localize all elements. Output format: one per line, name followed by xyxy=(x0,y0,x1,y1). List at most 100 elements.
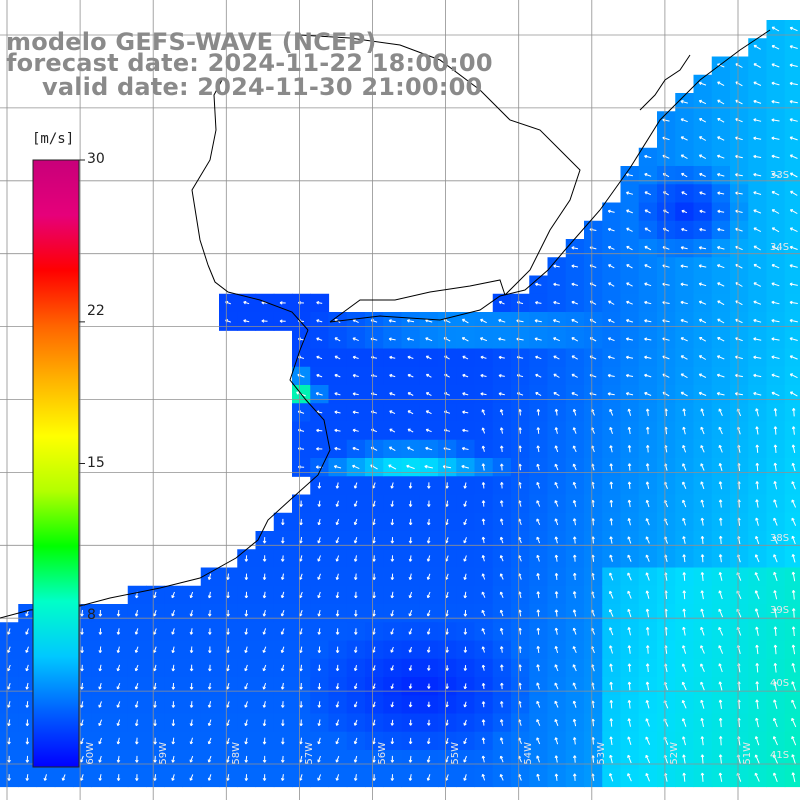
wind-arrow xyxy=(644,282,652,287)
wind-arrow xyxy=(80,610,84,617)
wind-arrow xyxy=(461,337,469,342)
wind-arrow xyxy=(645,536,650,544)
wind-arrow xyxy=(572,609,577,617)
wind-arrow xyxy=(481,409,486,416)
wind-arrow xyxy=(773,644,778,655)
wind-arrow xyxy=(335,518,340,526)
wind-arrow xyxy=(244,737,248,745)
wind-arrow xyxy=(425,373,432,378)
wind-arrow xyxy=(627,718,631,727)
wind-arrow xyxy=(390,591,394,599)
wind-arrow xyxy=(554,554,559,562)
wind-arrow xyxy=(280,573,285,580)
wind-arrow xyxy=(25,664,29,672)
wind-arrow xyxy=(735,154,743,159)
wind-arrow xyxy=(754,754,760,764)
wind-arrow xyxy=(536,682,540,690)
wind-arrow xyxy=(207,573,212,580)
wind-arrow xyxy=(189,664,194,672)
wind-arrow xyxy=(535,392,542,397)
wind-arrow xyxy=(554,518,559,526)
wind-arrow xyxy=(698,318,707,324)
wind-arrow xyxy=(335,537,340,544)
wind-arrow xyxy=(627,572,632,581)
wind-arrow xyxy=(682,536,686,544)
wind-arrow xyxy=(645,463,650,471)
wind-arrow xyxy=(698,373,707,378)
wind-arrow xyxy=(791,736,797,746)
wind-arrow xyxy=(755,644,759,655)
wind-arrow xyxy=(280,555,285,562)
wind-arrow xyxy=(389,373,396,378)
wind-arrow xyxy=(680,136,688,141)
rio-de-la-plata-south-shore xyxy=(207,264,309,331)
wind-arrow xyxy=(536,500,541,507)
wind-arrow xyxy=(462,428,469,433)
wind-arrow xyxy=(682,517,686,526)
wind-arrow xyxy=(335,628,340,635)
wind-arrow xyxy=(627,426,632,435)
wind-arrow xyxy=(244,755,248,763)
lagoa-mirim-shore xyxy=(639,54,691,111)
wind-arrow xyxy=(499,573,504,580)
wind-arrow xyxy=(627,499,632,508)
wind-arrow xyxy=(352,355,359,360)
wind-arrow xyxy=(572,554,577,562)
wind-arrow xyxy=(572,664,577,672)
wind-arrow xyxy=(80,628,84,635)
wind-arrow xyxy=(43,774,48,781)
wind-arrow xyxy=(244,664,248,672)
wind-arrow xyxy=(189,755,194,763)
wind-arrow xyxy=(335,555,340,562)
wind-arrow xyxy=(645,663,650,673)
wind-arrow xyxy=(773,626,778,636)
wind-arrow xyxy=(153,682,157,690)
wind-arrow xyxy=(791,517,797,526)
wind-arrow xyxy=(536,482,540,489)
wind-arrow xyxy=(681,718,687,727)
wind-arrow xyxy=(207,737,212,745)
wind-arrow xyxy=(753,300,762,305)
wind-arrow xyxy=(262,609,267,617)
wind-arrow xyxy=(352,464,360,470)
wind-arrow xyxy=(536,773,540,781)
wind-arrow xyxy=(791,462,796,472)
wind-arrow xyxy=(681,209,688,214)
wind-arrow xyxy=(625,355,634,360)
wind-arrow xyxy=(773,517,778,526)
wind-arrow xyxy=(116,664,121,672)
wind-arrow xyxy=(791,499,797,508)
wind-arrow xyxy=(609,700,614,709)
wind-arrow xyxy=(572,682,577,690)
wind-arrow xyxy=(627,608,632,618)
wind-arrow xyxy=(627,681,632,691)
wind-arrow xyxy=(500,682,504,690)
wind-arrow xyxy=(645,572,650,581)
wind-arrow xyxy=(771,100,780,104)
wind-arrow xyxy=(755,481,759,490)
wind-arrow xyxy=(645,590,650,599)
wind-arrow xyxy=(372,555,376,562)
wind-arrow xyxy=(426,774,431,781)
wind-arrow xyxy=(226,573,230,581)
wind-arrow xyxy=(700,408,705,417)
wind-arrow xyxy=(61,774,66,781)
wind-arrow xyxy=(171,774,175,781)
wind-arrow xyxy=(791,681,796,691)
wind-arrow xyxy=(481,628,486,635)
speed-cell xyxy=(784,549,800,569)
wind-arrow xyxy=(755,426,759,435)
wind-arrow xyxy=(408,591,413,599)
wind-arrow xyxy=(607,392,615,396)
wind-arrow xyxy=(388,319,396,323)
wind-arrow xyxy=(773,699,778,709)
wind-arrow xyxy=(609,754,613,764)
wind-arrow xyxy=(7,664,11,672)
wind-arrow xyxy=(189,591,194,599)
wind-arrow xyxy=(773,662,778,673)
wind-arrow xyxy=(717,81,725,87)
wind-arrow xyxy=(408,573,413,580)
wind-arrow xyxy=(700,736,705,746)
